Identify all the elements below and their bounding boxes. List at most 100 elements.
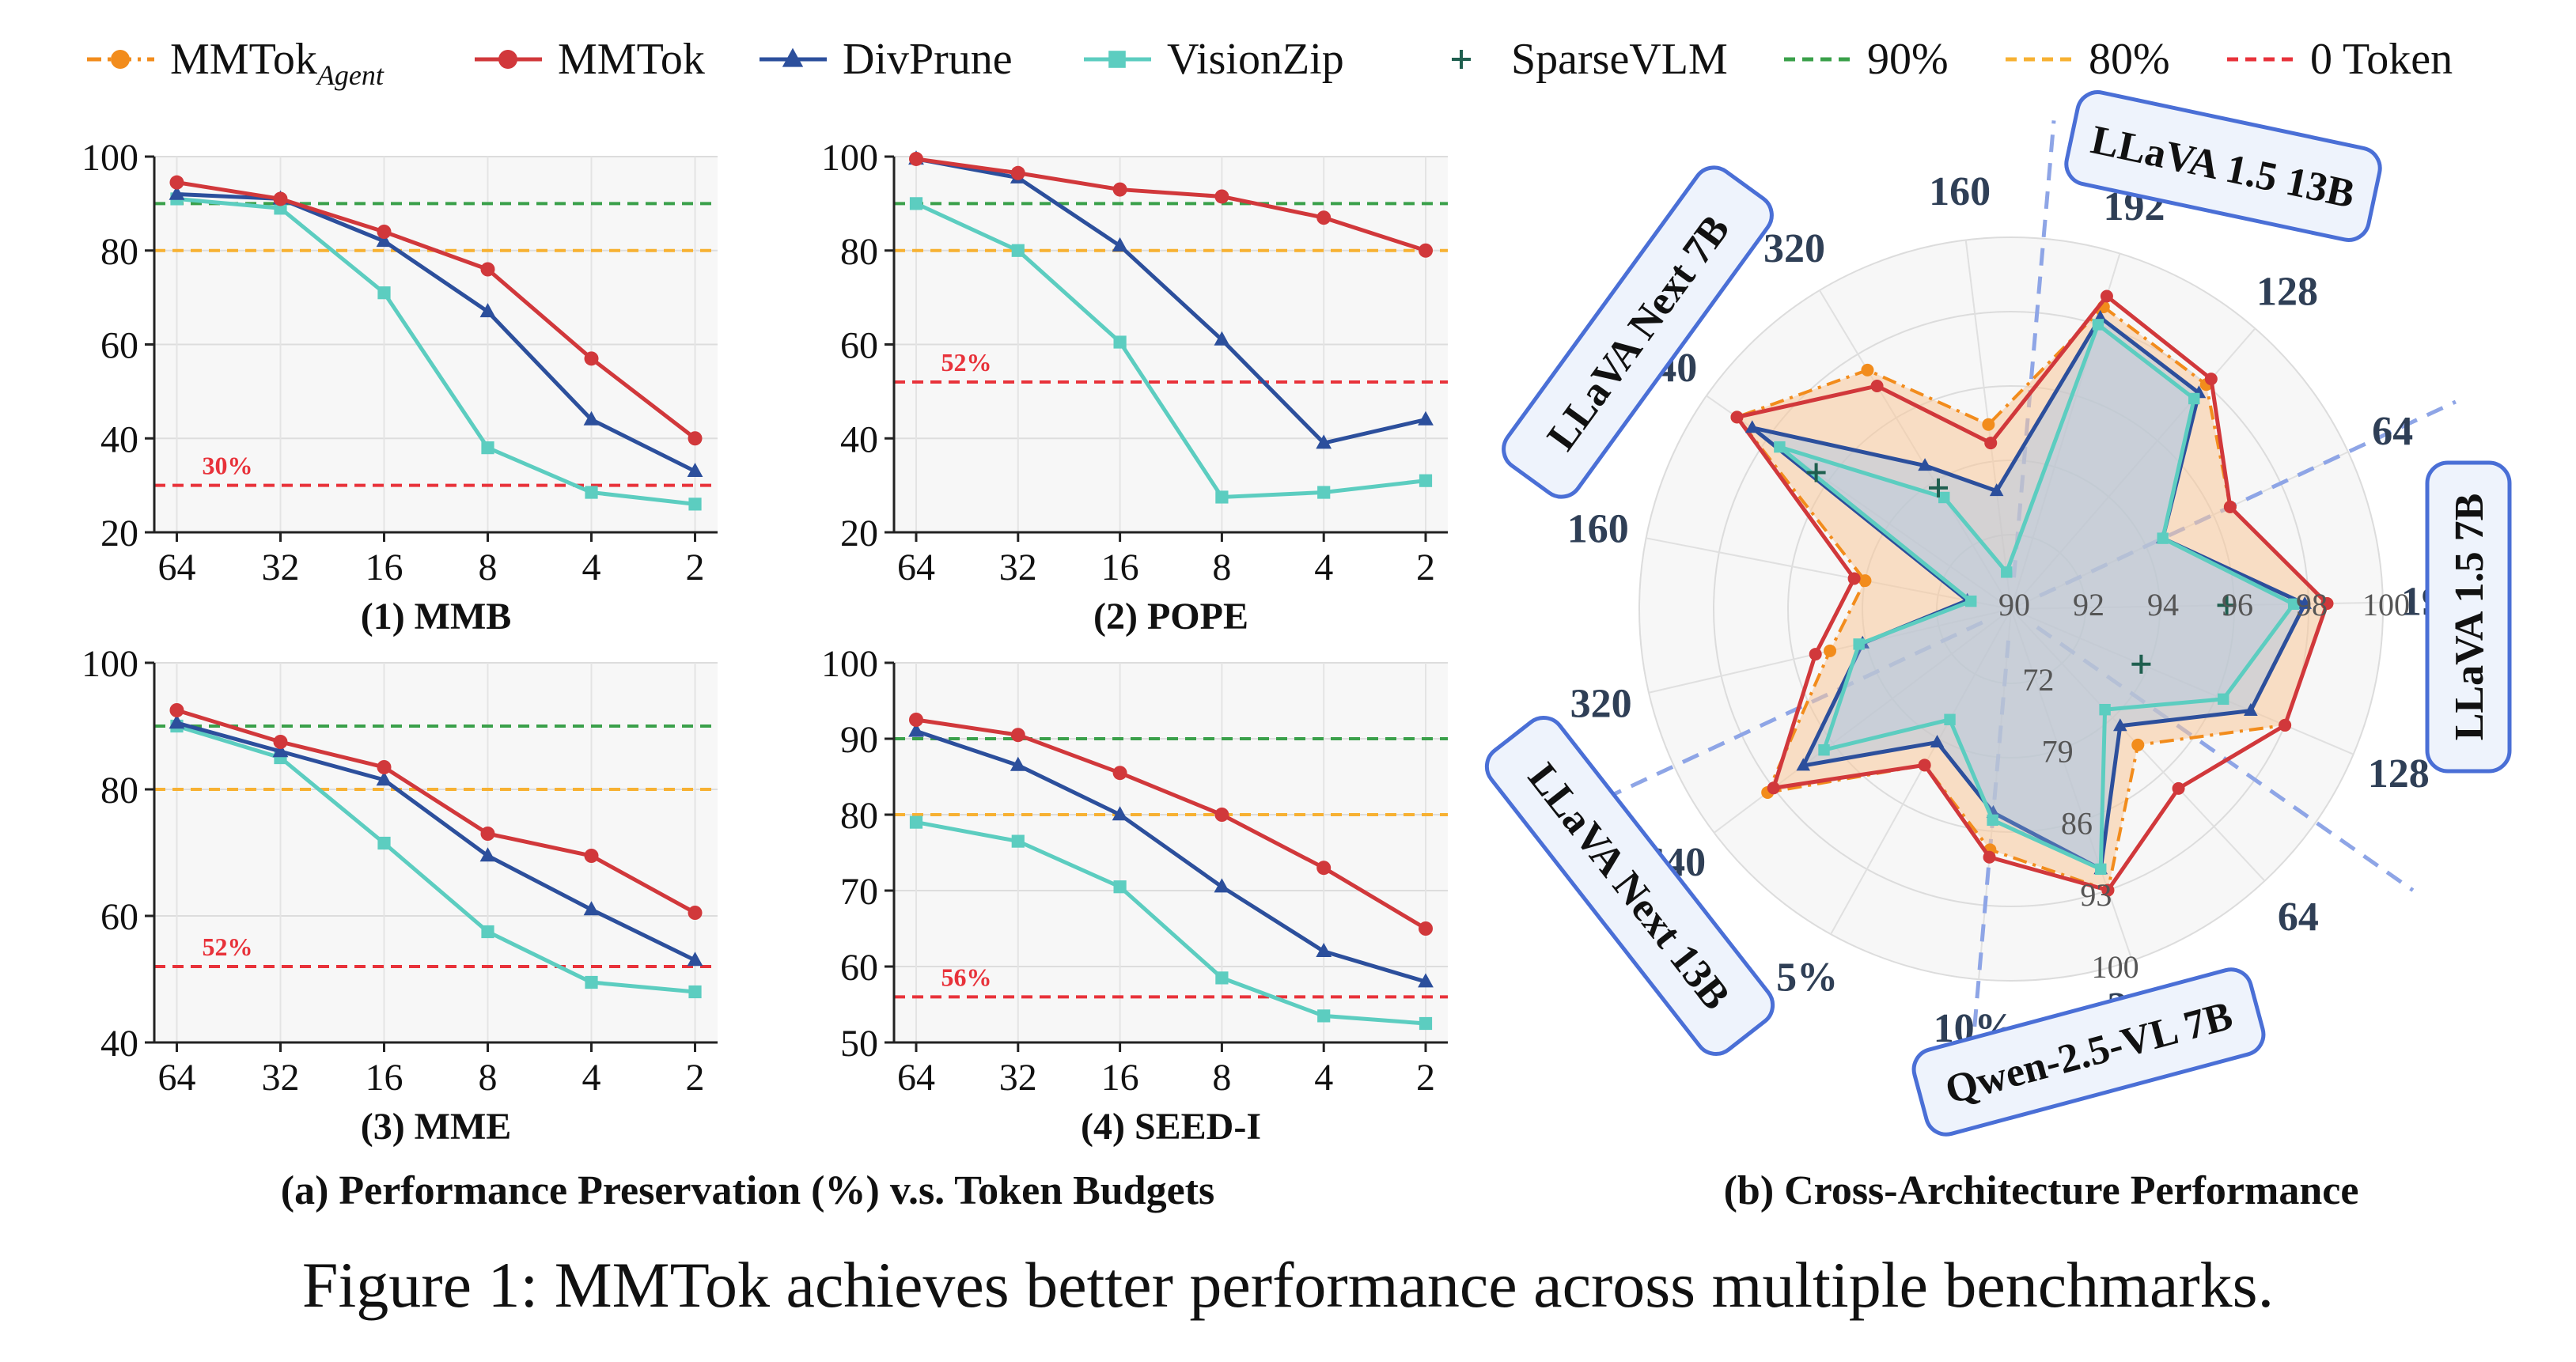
legend-marker-divprune [782,47,804,67]
radar-point-divprune [1989,483,2004,497]
radar-point-mmtok [2279,718,2292,732]
radar-point-visionzip [2001,566,2013,578]
x-tick-label: 8 [479,1057,498,1099]
legend-label-mmtok_agent: MMTokAgent [170,35,385,91]
point-visionzip [1113,880,1127,894]
y-tick-label: 90 [840,719,878,761]
radar-point-mmtok_agent [2131,738,2145,751]
point-visionzip [1419,1016,1433,1031]
series-line-mmtok [176,708,696,915]
point-mmtok [584,351,599,366]
x-tick-label: 4 [582,547,601,588]
ref-label: 56% [941,963,992,991]
point-mmtok [584,849,599,863]
radar-point-visionzip [2157,532,2169,544]
x-tick-label: 4 [1314,547,1333,588]
radar-point-mmtok [2204,373,2218,386]
radar-point-mmtok_agent [1982,418,1995,431]
y-tick-label: 40 [100,418,138,460]
radar-point-divprune [2244,702,2258,716]
panel-b-title: (b) Cross-Architecture Performance [1724,1168,2359,1213]
x-tick-label: 32 [999,1057,1037,1099]
legend-item-ref90: 90% [1784,35,1949,84]
y-tick-label: 100 [821,643,878,685]
point-visionzip [909,815,923,829]
x-tick-label: 4 [582,1057,601,1099]
point-divprune [376,771,392,786]
legend-label-mmtok: MMTok [558,35,705,84]
radar-point-divprune [1918,458,1932,471]
legend-marker-visionzip [1108,51,1126,68]
axis-label: 64 [2278,895,2319,940]
radar-point-mmtok [2101,883,2115,897]
point-mmtok [169,703,184,717]
radar-point-divprune [1930,734,1945,747]
point-divprune [908,722,924,737]
point-visionzip [585,975,598,989]
radar-point-visionzip [1774,441,1786,453]
point-mmtok [1419,921,1433,936]
y-tick-label: 80 [840,795,878,837]
radar-point-mmtok [1730,410,1744,424]
radar-point-mmtok [1809,648,1822,661]
series-line-mmtok [915,157,1426,253]
y-tick-label: 60 [840,325,878,367]
point-divprune [1214,878,1230,893]
point-visionzip [1215,490,1229,504]
x-tick-label: 64 [157,1057,195,1099]
radar-point-mmtok_agent [1861,363,1874,376]
radar-point-divprune [2113,718,2127,732]
line-chart-3: 52% 40 60 80 100 64 32 16 8 4 2 (3) MME [81,643,718,1148]
radar-point-visionzip [1938,491,1950,504]
x-tick-label: 32 [261,1057,299,1099]
point-visionzip [1011,834,1025,848]
point-divprune [376,233,392,248]
point-divprune [479,303,496,318]
point-divprune [583,901,600,916]
point-visionzip [481,925,494,939]
radar-point-visionzip [2188,392,2200,405]
y-tick-label: 40 [100,1023,138,1065]
series-line-divprune [915,729,1426,984]
y-tick-label: 80 [100,231,138,273]
group-separator [2039,399,2457,598]
radar-point-sparsevlm [1929,478,1949,498]
radar-point-visionzip [1818,743,1830,756]
line-chart-1: 30% 20 40 60 80 100 64 32 16 8 4 2 (1) MMB [81,137,718,637]
point-visionzip [1317,486,1331,499]
radar-point-mmtok [1870,379,1884,392]
point-mmtok [909,151,923,166]
point-mmtok [1112,182,1127,197]
group-label-frame [1502,165,1774,499]
ring-label-alt: 86 [2061,805,2093,841]
point-mmtok [169,175,184,190]
ref-label: 52% [203,933,253,961]
group-label-box: LLaVA 1.5 7B [2425,460,2512,774]
radar-point-visionzip [1965,595,1977,607]
axis-label: 128 [2256,269,2318,314]
ring-label: 92 [2073,587,2104,622]
x-tick-label: 32 [999,547,1037,588]
radar-point-visionzip [1853,638,1865,650]
legend-item-visionzip: VisionZip [1084,35,1344,84]
ring-label-alt: 93 [2080,877,2112,913]
series-line-visionzip [176,724,695,994]
point-visionzip [1215,971,1229,985]
point-divprune [1418,410,1434,426]
y-tick-label: 60 [100,896,138,938]
axis-label: 128 [2368,751,2430,796]
radar-point-mmtok [1847,572,1861,585]
point-divprune [1112,237,1128,252]
series-line-mmtok [915,717,1427,931]
point-visionzip [909,197,923,210]
radar-series-divprune [1751,314,2308,872]
legend-label-ref90: 90% [1867,35,1949,84]
legend-item-divprune: DivPrune [760,35,1013,84]
y-tick-label: 80 [840,231,878,273]
point-mmtok [1010,165,1025,180]
radar-point-mmtok [1767,781,1780,795]
radar-point-visionzip [2287,598,2300,610]
x-tick-label: 64 [897,547,935,588]
point-visionzip [1113,335,1127,349]
legend-label-divprune: DivPrune [843,35,1013,84]
